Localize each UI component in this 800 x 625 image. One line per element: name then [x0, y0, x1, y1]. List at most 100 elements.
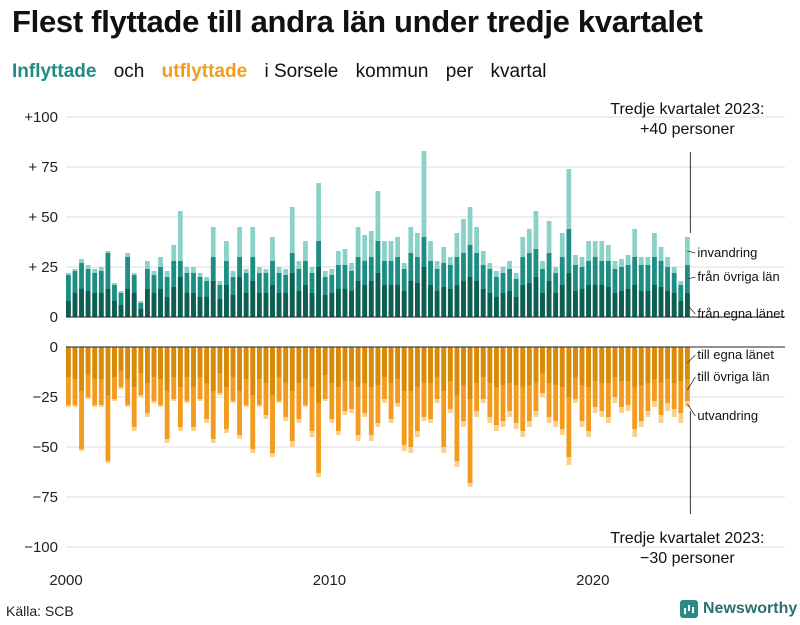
bar-out-own-county	[401, 347, 407, 391]
bar-out-other-county	[566, 347, 572, 457]
brand: Newsworthy	[680, 600, 797, 618]
bar-out-own-county	[533, 347, 539, 383]
bar-in-own-county	[138, 309, 144, 317]
bar-in-own-county	[388, 285, 394, 317]
bar-in-own-county	[191, 293, 196, 317]
bar-in-own-county	[428, 285, 433, 317]
bar-in-own-county	[434, 291, 440, 317]
bar-in-own-county	[678, 301, 684, 317]
bar-out-own-county	[362, 347, 368, 383]
bar-out-own-county	[342, 347, 348, 381]
bar-out-own-county	[652, 347, 657, 379]
bar-in-own-county	[256, 293, 262, 317]
bar-out-own-county	[645, 347, 651, 383]
bar-in-own-county	[441, 287, 447, 317]
subtitle-per: per	[445, 61, 474, 82]
bar-in-own-county	[652, 285, 657, 317]
bar-out-own-county	[507, 347, 512, 383]
subtitle-utflyttade: utflyttade	[161, 61, 248, 82]
bar-in-own-county	[480, 289, 486, 317]
subtitle-kvartal: kvartal	[490, 61, 547, 82]
bar-out-own-county	[303, 347, 308, 379]
bar-in-own-county	[171, 287, 177, 317]
bar-in-own-county	[586, 285, 591, 317]
subtitle-inflyttade: Inflyttade	[12, 61, 97, 82]
bar-out-other-county	[467, 347, 473, 483]
label-leader	[687, 403, 696, 417]
bar-in-own-county	[342, 289, 348, 317]
bar-in-own-county	[105, 289, 111, 317]
bar-out-other-county	[210, 347, 216, 439]
y-tick-label: + 25	[28, 259, 58, 276]
bar-out-own-county	[164, 347, 170, 391]
bar-out-own-county	[434, 347, 440, 377]
bar-in-own-county	[335, 289, 341, 317]
bar-out-own-county	[500, 347, 506, 385]
bar-out-own-county	[559, 347, 565, 387]
bar-out-other-county	[441, 347, 447, 447]
bar-in-own-county	[421, 267, 427, 317]
bar-in-own-county	[685, 293, 690, 317]
bar-in-own-county	[270, 285, 275, 317]
annotation-bottom-line1: Tredje kvartalet 2023:	[610, 530, 764, 547]
y-tick-label: + 50	[28, 209, 58, 226]
bar-out-own-county	[355, 347, 361, 387]
bar-out-own-county	[92, 347, 98, 379]
y-tick-label: −75	[33, 489, 58, 506]
bar-in-own-county	[118, 305, 124, 317]
bar-in-other-county	[105, 253, 111, 317]
bar-in-own-county	[573, 291, 578, 317]
bar-out-own-county	[368, 347, 374, 387]
bar-out-own-county	[612, 347, 618, 377]
bar-out-own-county	[382, 347, 387, 377]
bar-out-own-county	[415, 347, 420, 387]
bar-in-own-county	[296, 291, 302, 317]
y-tick-label: +100	[24, 109, 58, 126]
label-leader	[687, 276, 696, 280]
bar-in-own-county	[401, 291, 407, 317]
bar-out-other-county	[79, 347, 84, 449]
bar-in-own-county	[454, 285, 460, 317]
bar-in-own-county	[605, 287, 611, 317]
bar-in-own-county	[164, 297, 170, 317]
bar-out-own-county	[125, 347, 131, 379]
bar-in-own-county	[243, 293, 249, 317]
bar-out-own-county	[428, 347, 433, 383]
bar-in-own-county	[158, 289, 163, 317]
bar-out-own-county	[98, 347, 104, 379]
bar-out-own-county	[520, 347, 526, 387]
bar-out-own-county	[131, 347, 137, 387]
bar-in-own-county	[368, 281, 374, 317]
bar-in-own-county	[526, 283, 532, 317]
bar-in-own-county	[474, 281, 480, 317]
bar-out-own-county	[395, 347, 400, 379]
category-label-out: utvandring	[697, 408, 758, 423]
bar-out-own-county	[546, 347, 552, 383]
bar-out-other-county	[250, 347, 256, 449]
bar-out-own-county	[309, 347, 315, 387]
bar-out-other-county	[224, 347, 229, 429]
bar-in-own-county	[520, 285, 526, 317]
x-tick-label: 2020	[576, 572, 609, 589]
axes: +100 + 75 + 50 + 25 0 0 −25 −50 −75 −100 2000 2010 2…	[24, 109, 785, 589]
bar-out-own-county	[237, 347, 242, 391]
bar-out-own-county	[586, 347, 591, 387]
annotation-top-line1: Tredje kvartalet 2023:	[610, 101, 764, 118]
category-label-out: till egna länet	[697, 347, 774, 362]
bar-out-own-county	[619, 347, 624, 381]
bar-out-own-county	[671, 347, 677, 383]
bar-in-own-county	[559, 285, 565, 317]
bar-out-own-county	[447, 347, 453, 381]
bar-in-own-county	[671, 293, 677, 317]
bar-out-own-county	[118, 347, 124, 371]
category-label-in: invandring	[697, 245, 757, 260]
bar-in-own-county	[619, 291, 624, 317]
bar-in-own-county	[303, 285, 308, 317]
bar-in-own-county	[579, 289, 585, 317]
bar-out-own-county	[474, 347, 480, 383]
bar-out-own-county	[375, 347, 381, 385]
bar-out-other-county	[355, 347, 361, 435]
bar-out-own-county	[72, 347, 78, 379]
bar-in-own-county	[487, 293, 493, 317]
